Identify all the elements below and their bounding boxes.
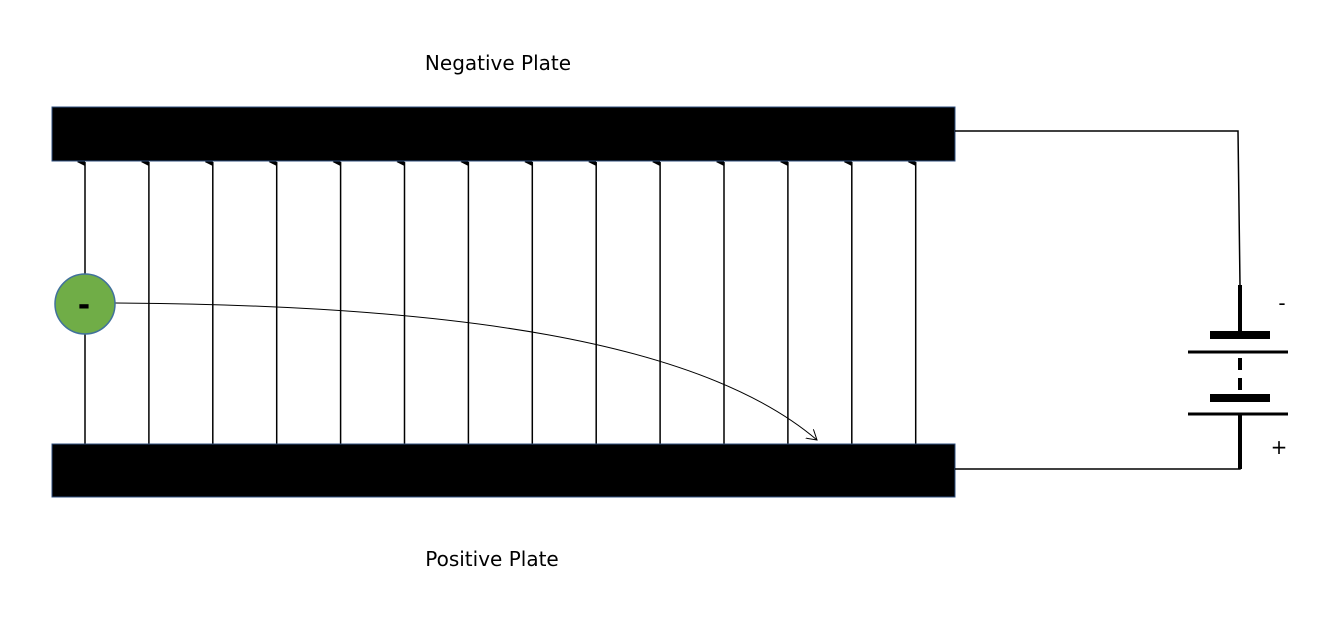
negative-plate <box>51 106 956 162</box>
electron <box>54 273 116 335</box>
electron-path <box>114 302 817 440</box>
positive-plate <box>51 443 956 498</box>
positive-terminal: + <box>1271 435 1288 459</box>
field-lines <box>77 158 917 444</box>
battery-cell-short <box>1210 331 1270 339</box>
battery-cell-short <box>1210 394 1270 402</box>
top-plate-label: Negative Plate <box>425 51 571 75</box>
wire-bottom <box>955 414 1241 470</box>
wire-top <box>955 130 1241 286</box>
negative-terminal: - <box>1278 291 1285 315</box>
bottom-plate-label: Positive Plate <box>425 547 558 571</box>
electron-charge: - <box>78 288 90 323</box>
